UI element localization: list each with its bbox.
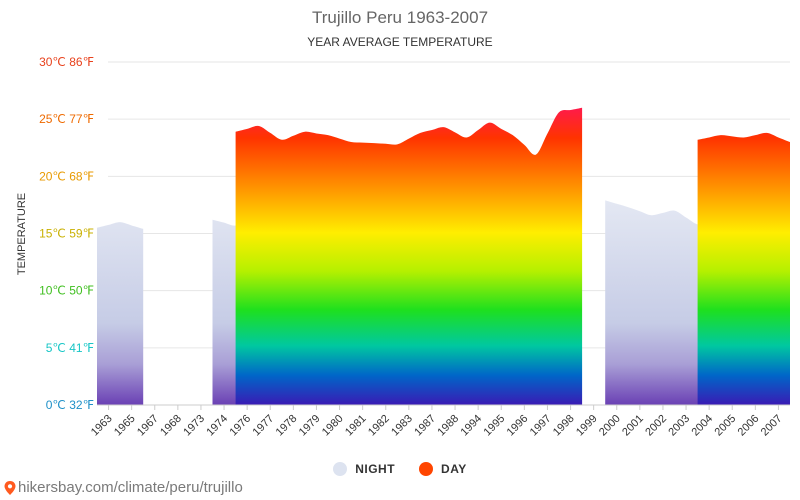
x-tick-label: 2007 [759, 413, 785, 439]
y-tick-label: 10℃ 50℉ [39, 284, 94, 298]
x-tick-label: 2000 [597, 413, 623, 439]
x-tick-label: 1967 [135, 413, 161, 439]
x-tick-label: 1983 [389, 413, 415, 439]
x-tick-label: 1988 [435, 413, 461, 439]
map-pin-icon [4, 480, 16, 495]
source-link[interactable]: hikersbay.com/climate/peru/trujillo [4, 479, 243, 496]
x-tick-label: 1999 [574, 413, 600, 439]
x-tick-label: 1965 [112, 413, 138, 439]
day-area[interactable] [235, 107, 583, 405]
x-tick-label: 2004 [689, 413, 715, 439]
x-tick-label: 2002 [643, 413, 669, 439]
x-tick-label: 1981 [343, 413, 369, 439]
x-tick-label: 1998 [551, 413, 577, 439]
y-tick-label: 30℃ 86℉ [39, 55, 94, 69]
x-axis: 1963196519671968197319741976197719781979… [89, 404, 790, 439]
legend-item-day[interactable]: DAY [419, 462, 467, 476]
y-tick-label: 20℃ 68℉ [39, 169, 94, 183]
x-tick-label: 2003 [666, 413, 692, 439]
x-tick-label: 1994 [458, 413, 484, 439]
x-tick-label: 1997 [528, 413, 554, 439]
x-tick-label: 1996 [505, 413, 531, 439]
y-tick-label: 15℃ 59℉ [39, 227, 94, 241]
x-tick-label: 1968 [158, 413, 184, 439]
night-dot-icon [333, 462, 348, 476]
source-text: hikersbay.com/climate/peru/trujillo [18, 479, 243, 496]
x-tick-label: 2006 [736, 413, 762, 439]
day-series [235, 107, 790, 405]
x-tick-label: 1978 [274, 413, 300, 439]
x-tick-label: 1982 [366, 413, 392, 439]
y-tick-label: 25℃ 77℉ [39, 112, 94, 126]
x-tick-label: 1979 [297, 413, 323, 439]
x-tick-label: 1973 [181, 413, 207, 439]
day-area[interactable] [697, 132, 790, 405]
legend-label-night: NIGHT [355, 462, 396, 476]
x-tick-label: 1963 [89, 413, 115, 439]
legend: NIGHT DAY [0, 462, 800, 476]
x-tick-label: 1974 [204, 413, 230, 439]
night-area[interactable] [97, 222, 144, 405]
y-axis-title: TEMPERATURE [16, 193, 28, 275]
x-tick-label: 1976 [227, 413, 253, 439]
chart-subtitle: YEAR AVERAGE TEMPERATURE [307, 35, 493, 49]
x-tick-label: 1995 [482, 413, 508, 439]
x-tick-label: 2005 [713, 413, 739, 439]
y-tick-label: 0℃ 32℉ [46, 398, 94, 412]
legend-label-day: DAY [441, 462, 467, 476]
x-tick-label: 2001 [620, 413, 646, 439]
x-tick-label: 1977 [251, 413, 277, 439]
y-tick-label: 5℃ 41℉ [46, 341, 94, 355]
x-tick-label: 1987 [412, 413, 438, 439]
day-dot-icon [419, 462, 434, 476]
legend-item-night[interactable]: NIGHT [333, 462, 395, 476]
x-tick-label: 1980 [320, 413, 346, 439]
y-axis: 0℃ 32℉ 5℃ 41℉ 10℃ 50℉ 15℃ 59℉ 20℃ 68℉ 25℃ 77℉… [39, 55, 94, 412]
chart-title: Trujillo Peru 1963-2007 [311, 8, 489, 27]
